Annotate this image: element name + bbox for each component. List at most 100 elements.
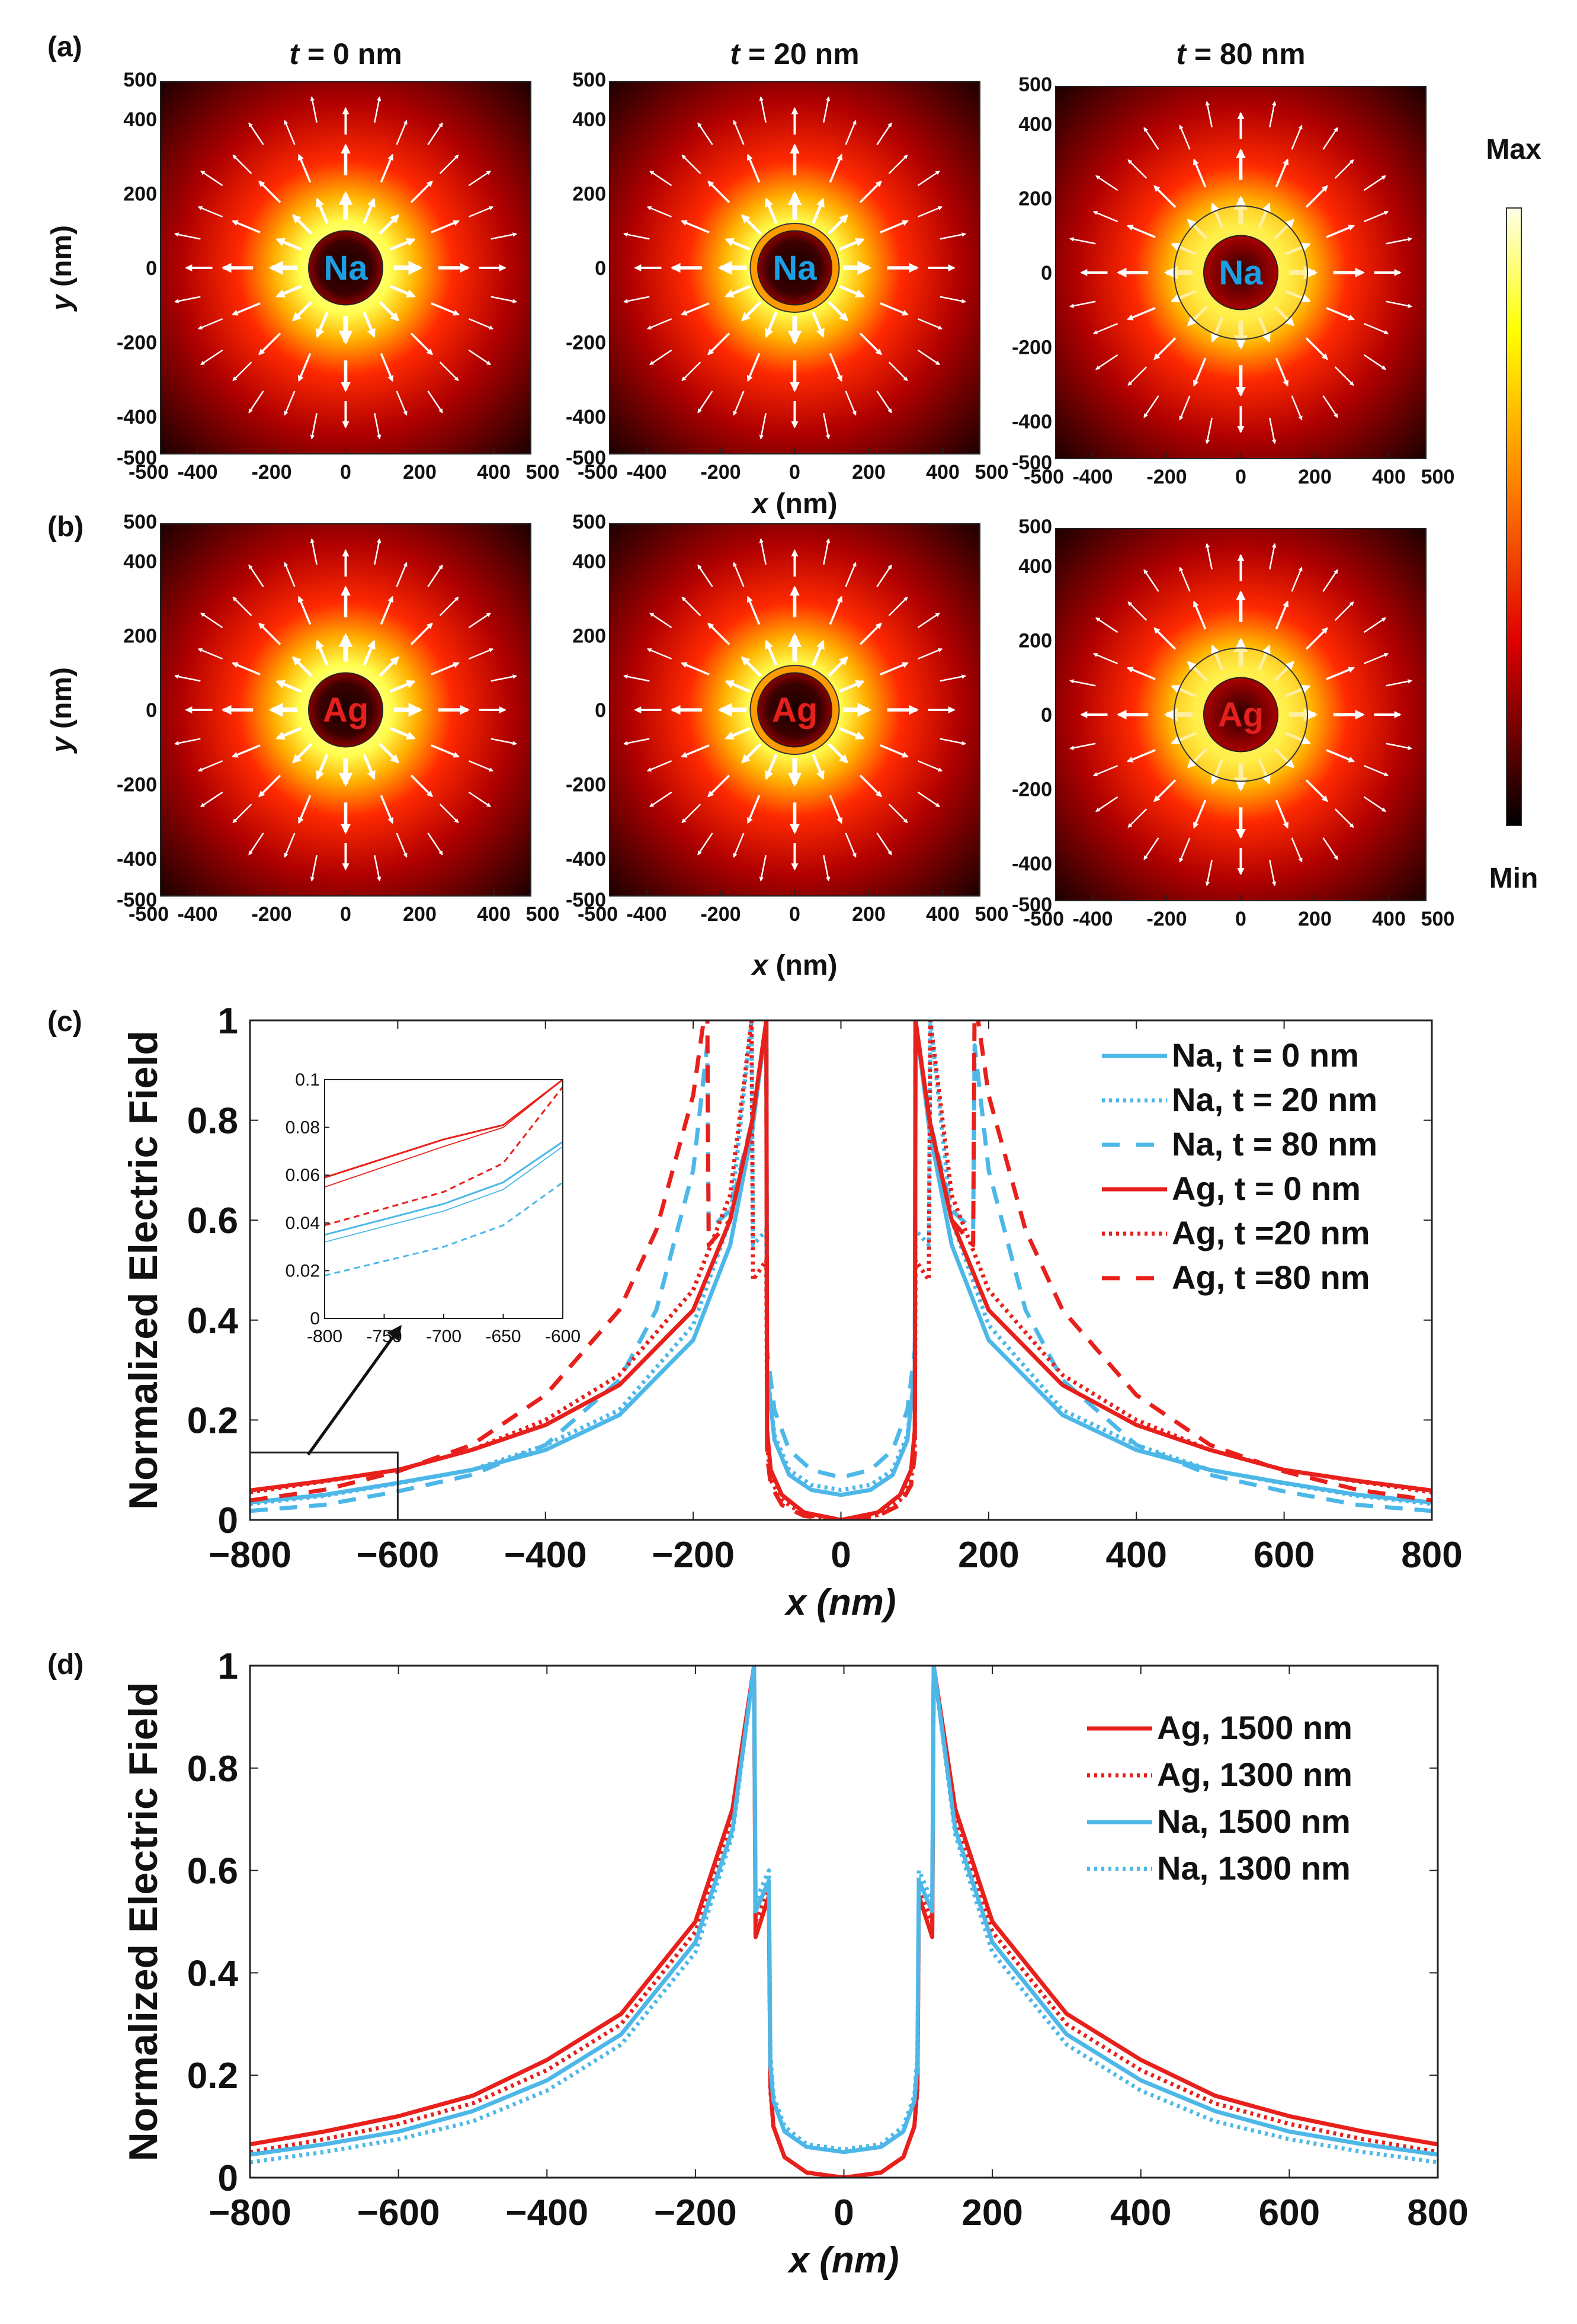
field-arrow [1092, 210, 1118, 223]
y-tick-label: 200 [572, 183, 606, 205]
series-line-ag-solid [250, 1020, 1432, 1520]
field-arrow [468, 612, 491, 629]
field-arrow [275, 284, 302, 298]
field-arrow [284, 390, 296, 416]
field-arrow [765, 754, 778, 780]
field-arrow [1143, 127, 1159, 150]
field-arrow [468, 170, 491, 187]
y-tick-label: 1 [218, 1646, 238, 1687]
field-arrow [410, 332, 433, 356]
field-arrow [200, 791, 223, 808]
field-arrow [838, 238, 865, 251]
x-tick-label: -500 [1024, 466, 1064, 488]
panel-label-c: (c) [47, 1006, 82, 1038]
field-arrow [310, 538, 318, 565]
field-arrow [646, 760, 672, 772]
field-arrow [468, 318, 494, 330]
x-tick-label: -400 [177, 903, 217, 926]
field-arrow [468, 206, 494, 218]
field-arrow [845, 120, 857, 145]
field-arrow [681, 361, 701, 382]
field-arrow [258, 622, 281, 645]
field-arrow [1363, 175, 1386, 191]
field-arrow [297, 353, 312, 382]
field-arrow [468, 349, 491, 366]
field-arrow [741, 214, 762, 235]
particle-core [1203, 235, 1278, 310]
field-arrow [291, 656, 313, 677]
x-tick-label: 0 [789, 903, 800, 926]
field-arrow [1326, 667, 1355, 680]
field-arrow [1322, 127, 1338, 150]
legend-label: Ag, t = 0 nm [1172, 1170, 1361, 1207]
field-arrow [380, 596, 394, 625]
field-map-ag-1: Ag -500 -400 -200 0 200 400 500 500 400 200 0 -200 -4… [566, 511, 1008, 926]
field-arrow [1143, 569, 1159, 592]
field-arrow [232, 361, 252, 382]
field-arrow [940, 738, 967, 745]
field-arrow [681, 220, 710, 233]
y-axis-label: y (nm) [46, 667, 78, 754]
field-arrow [396, 120, 408, 145]
x-tick-label: -200 [700, 903, 741, 926]
field-arrow [828, 656, 849, 677]
panel-label-a: (a) [47, 31, 82, 63]
y-tick-label: 500 [1018, 516, 1052, 538]
series-line-ag-dashed [250, 1020, 1432, 1520]
field-arrow [1363, 354, 1386, 370]
field-arrow [439, 361, 459, 382]
field-arrow [823, 538, 831, 565]
field-arrow [623, 232, 650, 240]
x-tick-label: -200 [251, 903, 291, 926]
x-tick-label: −200 [652, 1535, 735, 1576]
field-arrow [1179, 395, 1191, 421]
field-arrow [410, 622, 433, 645]
x-tick-label: −400 [505, 2192, 588, 2233]
x-tick-label: -750 [366, 1327, 402, 1346]
y-tick-label: -200 [566, 332, 606, 354]
field-arrow [1363, 764, 1389, 777]
field-arrow [1092, 652, 1118, 665]
field-arrow [297, 153, 312, 183]
x-axis-label-rest: (nm) [768, 488, 837, 520]
field-arrow [859, 332, 882, 356]
y-tick-label: -400 [1012, 411, 1052, 433]
field-arrow [232, 154, 252, 174]
field-arrow [200, 349, 223, 366]
y-tick-label: 0.6 [187, 1851, 238, 1892]
field-arrow [888, 154, 908, 174]
x-tick-label: −400 [504, 1535, 587, 1576]
field-arrow [746, 795, 761, 824]
panel-label-b: (b) [47, 511, 84, 543]
field-arrow [888, 596, 908, 616]
y-tick-label: 200 [123, 625, 157, 647]
field-arrow [1322, 395, 1338, 418]
field-arrow [1363, 652, 1389, 665]
field-arrow [174, 674, 201, 682]
y-tick-label: -500 [566, 447, 606, 469]
field-arrow [888, 361, 908, 382]
field-arrow [200, 170, 223, 187]
field-arrow [880, 744, 909, 758]
field-map-na-0: Na -500 -400 -200 0 200 400 500 500 400 200 0 -200 -4… [117, 69, 559, 484]
field-arrow [697, 122, 713, 145]
field-arrow [431, 302, 460, 316]
field-arrow [681, 804, 701, 824]
field-arrow [1153, 779, 1177, 802]
field-arrow [1322, 569, 1338, 592]
x-axis-label: x (nm) [787, 2240, 899, 2281]
field-arrow [1092, 764, 1118, 777]
field-arrow [248, 564, 264, 587]
field-arrow [917, 170, 940, 187]
x-tick-label: -400 [1072, 466, 1113, 488]
field-arrow [1363, 796, 1386, 812]
y-axis-label: y (nm) [46, 225, 78, 312]
chart-c-inset: -800 -750 -700 -650 -600 0 0.02 0.04 0.06 0.08 0.1 [286, 1070, 581, 1346]
x-tick-label: 400 [477, 461, 511, 484]
field-map-na-2: Na -500 -400 -200 0 200 400 500 500 400 200 0 -200 -4… [1012, 73, 1454, 488]
x-tick-label: 200 [403, 903, 437, 926]
field-arrow [1363, 210, 1389, 223]
field-arrow [1269, 859, 1277, 886]
y-tick-label: 0 [310, 1309, 320, 1329]
